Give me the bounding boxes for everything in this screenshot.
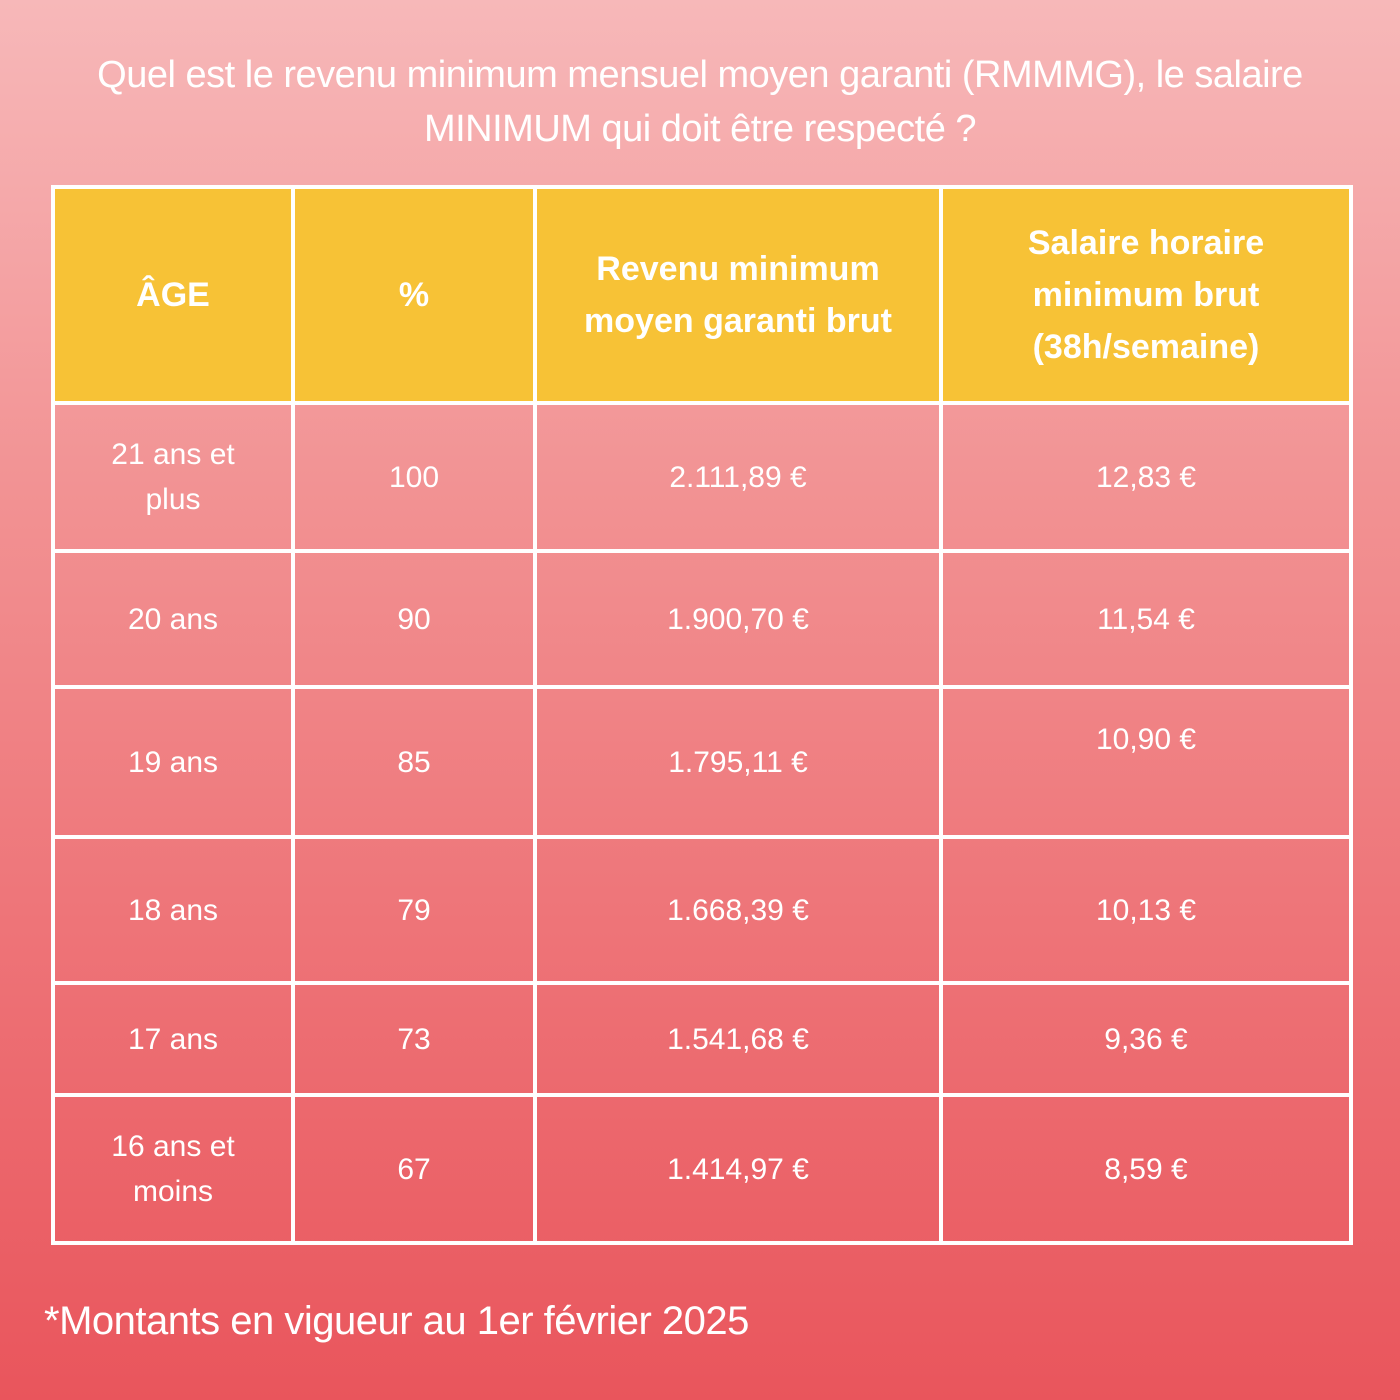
cell-age: 21 ans et plus	[51, 401, 295, 553]
cell-age: 19 ans	[51, 685, 295, 839]
table-row: 16 ans et moins 67 1.414,97 € 8,59 €	[51, 1093, 1353, 1245]
cell-percent: 85	[291, 685, 537, 839]
header-monthly-income: Revenu minimum moyen garanti brut	[533, 185, 943, 405]
header-age: ÂGE	[51, 185, 295, 405]
cell-percent: 90	[291, 549, 537, 689]
cell-hourly-wage: 8,59 €	[939, 1093, 1353, 1245]
cell-monthly-income: 1.414,97 €	[533, 1093, 943, 1245]
table-row: 18 ans 79 1.668,39 € 10,13 €	[51, 835, 1353, 985]
table-row: 20 ans 90 1.900,70 € 11,54 €	[51, 549, 1353, 689]
cell-percent: 67	[291, 1093, 537, 1245]
table-row: 17 ans 73 1.541,68 € 9,36 €	[51, 981, 1353, 1097]
cell-percent: 79	[291, 835, 537, 985]
table-header-row: ÂGE % Revenu minimum moyen garanti brut …	[51, 185, 1353, 405]
cell-monthly-income: 1.541,68 €	[533, 981, 943, 1097]
cell-hourly-wage: 12,83 €	[939, 401, 1353, 553]
cell-monthly-income: 1.795,11 €	[533, 685, 943, 839]
cell-age: 17 ans	[51, 981, 295, 1097]
header-hourly-wage: Salaire horaire minimum brut (38h/semain…	[939, 185, 1353, 405]
cell-age: 18 ans	[51, 835, 295, 985]
salary-table: ÂGE % Revenu minimum moyen garanti brut …	[51, 185, 1353, 1245]
table-row: 21 ans et plus 100 2.111,89 € 12,83 €	[51, 401, 1353, 553]
cell-hourly-wage: 9,36 €	[939, 981, 1353, 1097]
cell-hourly-wage: 11,54 €	[939, 549, 1353, 689]
cell-age: 16 ans et moins	[51, 1093, 295, 1245]
cell-monthly-income: 1.668,39 €	[533, 835, 943, 985]
table-row: 19 ans 85 1.795,11 € 10,90 €	[51, 685, 1353, 839]
footnote: *Montants en vigueur au 1er février 2025	[44, 1299, 749, 1343]
cell-monthly-income: 2.111,89 €	[533, 401, 943, 553]
cell-age: 20 ans	[51, 549, 295, 689]
page-title: Quel est le revenu minimum mensuel moyen…	[97, 54, 1303, 150]
cell-hourly-wage: 10,90 €	[939, 685, 1353, 839]
cell-monthly-income: 1.900,70 €	[533, 549, 943, 689]
cell-percent: 100	[291, 401, 537, 553]
cell-hourly-wage: 10,13 €	[939, 835, 1353, 985]
header-percent: %	[291, 185, 537, 405]
cell-percent: 73	[291, 981, 537, 1097]
